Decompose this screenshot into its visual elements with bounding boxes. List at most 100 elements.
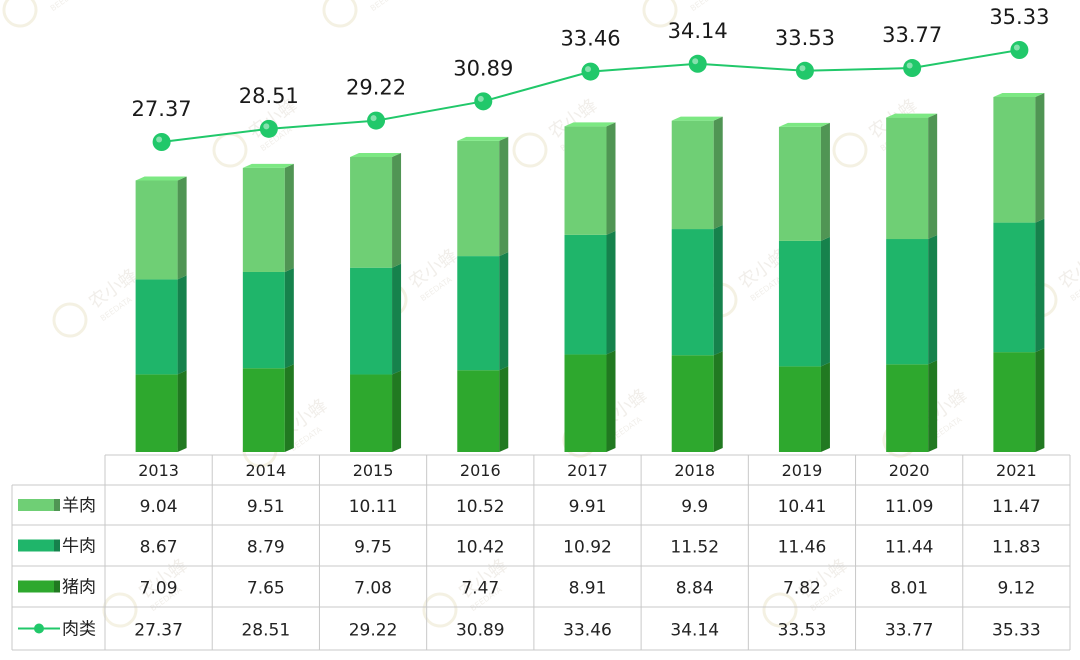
watermark-bee-icon	[512, 132, 548, 168]
table-cell-猪肉-2013: 7.09	[140, 579, 178, 599]
line-label-2014: 28.51	[239, 84, 299, 108]
bar-side-牛肉	[820, 236, 830, 367]
bar-side-牛肉	[713, 225, 723, 356]
table-cell-牛肉-2018: 11.52	[670, 538, 719, 558]
table-cell-肉类-2018: 34.14	[670, 621, 719, 641]
table-cell-猪肉-2016: 7.47	[461, 579, 499, 599]
table-cell-牛肉-2015: 9.75	[354, 538, 392, 558]
bar-segment-猪肉	[457, 370, 500, 452]
bar-side-羊肉	[499, 136, 509, 257]
watermark-subtext: BEEDATA	[369, 0, 404, 13]
table-header-2018: 2018	[674, 461, 715, 480]
bar-top	[135, 176, 187, 181]
bar-segment-猪肉	[564, 354, 607, 452]
bar-segment-猪肉	[671, 355, 714, 452]
line-point-highlight	[156, 136, 163, 143]
bar-side-猪肉	[820, 362, 830, 452]
bar-side-猪肉	[392, 370, 402, 452]
bar-side-羊肉	[713, 116, 723, 230]
table-cell-牛肉-2017: 10.92	[563, 538, 612, 558]
line-label-2021: 35.33	[989, 5, 1049, 29]
table-header-2020: 2020	[889, 461, 930, 480]
table-cell-猪肉-2019: 7.82	[783, 579, 821, 599]
line-point-highlight	[477, 95, 484, 102]
line-point-highlight	[799, 65, 806, 72]
table-cell-猪肉-2014: 7.65	[247, 579, 285, 599]
line-label-2015: 29.22	[346, 76, 406, 100]
watermark-bee-icon	[642, 0, 678, 28]
bar-side-猪肉	[177, 370, 187, 452]
bar-side-羊肉	[1035, 93, 1045, 223]
bar-stack-2017	[564, 122, 616, 452]
table-header-2017: 2017	[567, 461, 608, 480]
line-point-highlight	[1013, 44, 1020, 51]
table-cell-猪肉-2017: 8.91	[569, 579, 607, 599]
line-label-2019: 33.53	[775, 26, 835, 50]
line-point-2021	[1010, 41, 1029, 59]
bar-segment-牛肉	[778, 240, 821, 367]
bar-stack-2019	[778, 122, 830, 452]
line-label-2020: 33.77	[882, 23, 942, 47]
line-point-2019	[795, 61, 814, 80]
bar-top	[671, 116, 723, 121]
bar-segment-牛肉	[457, 256, 500, 371]
bar-side-羊肉	[928, 113, 938, 240]
legend-label-肉类: 肉类	[62, 620, 96, 640]
bar-side-猪肉	[284, 364, 294, 452]
table-cell-肉类-2013: 27.37	[134, 621, 183, 641]
bar-side-牛肉	[392, 263, 402, 375]
bar-top	[886, 113, 938, 118]
bar-top	[778, 122, 830, 127]
table-cell-羊肉-2019: 10.41	[778, 497, 827, 517]
line-point-highlight	[370, 115, 377, 122]
bar-stack-2020	[886, 113, 938, 452]
table-cell-牛肉-2016: 10.42	[456, 538, 505, 558]
bar-segment-牛肉	[886, 239, 929, 365]
bar-side-牛肉	[1035, 218, 1045, 353]
table-cell-羊肉-2015: 10.11	[349, 497, 398, 517]
line-label-2018: 34.14	[668, 19, 728, 43]
line-point-2015	[367, 111, 386, 130]
table-header-2014: 2014	[245, 461, 286, 480]
legend-key-羊肉	[18, 499, 54, 511]
line-point-2020	[903, 59, 922, 78]
bar-side-猪肉	[606, 350, 616, 452]
bar-segment-猪肉	[778, 366, 821, 452]
bar-segment-牛肉	[671, 229, 714, 356]
bar-segment-猪肉	[242, 368, 285, 452]
legend-key-猪肉	[18, 580, 54, 593]
bar-top	[350, 153, 402, 158]
table-cell-羊肉-2020: 11.09	[885, 497, 934, 517]
bar-segment-羊肉	[778, 126, 821, 241]
bar-segment-猪肉	[886, 364, 929, 452]
bar-top	[457, 136, 509, 141]
table-cell-牛肉-2021: 11.83	[992, 538, 1041, 558]
bar-stack-2016	[457, 136, 509, 452]
watermark-bee-icon	[212, 132, 248, 168]
bar-segment-牛肉	[564, 234, 607, 355]
table-cell-猪肉-2020: 8.01	[890, 579, 928, 599]
table-cell-肉类-2016: 30.89	[456, 621, 505, 641]
line-layer: 27.37 28.51 29.22 30.89 33.46 34.14 33.53 33.77…	[132, 5, 1049, 151]
line-point-2018	[688, 54, 707, 73]
bar-segment-羊肉	[671, 120, 714, 230]
table-header-2015: 2015	[353, 461, 394, 480]
line-point-highlight	[585, 66, 591, 73]
line-label-2013: 27.37	[132, 97, 192, 121]
bar-segment-羊肉	[564, 126, 607, 235]
watermark-bee-icon	[832, 132, 868, 168]
bar-side-羊肉	[606, 122, 616, 235]
table-cell-羊肉-2021: 11.47	[992, 497, 1041, 517]
line-point-highlight	[263, 123, 270, 130]
table-cell-羊肉-2014: 9.51	[247, 497, 285, 517]
table-cell-猪肉-2021: 9.12	[997, 579, 1035, 599]
table-cell-猪肉-2018: 8.84	[676, 579, 714, 599]
bar-layer	[135, 93, 1045, 452]
bar-segment-牛肉	[242, 271, 285, 369]
table-cell-肉类-2015: 29.22	[349, 621, 398, 641]
bar-segment-羊肉	[886, 117, 929, 240]
bar-stack-2013	[135, 176, 187, 452]
line-point-2017	[581, 62, 600, 81]
